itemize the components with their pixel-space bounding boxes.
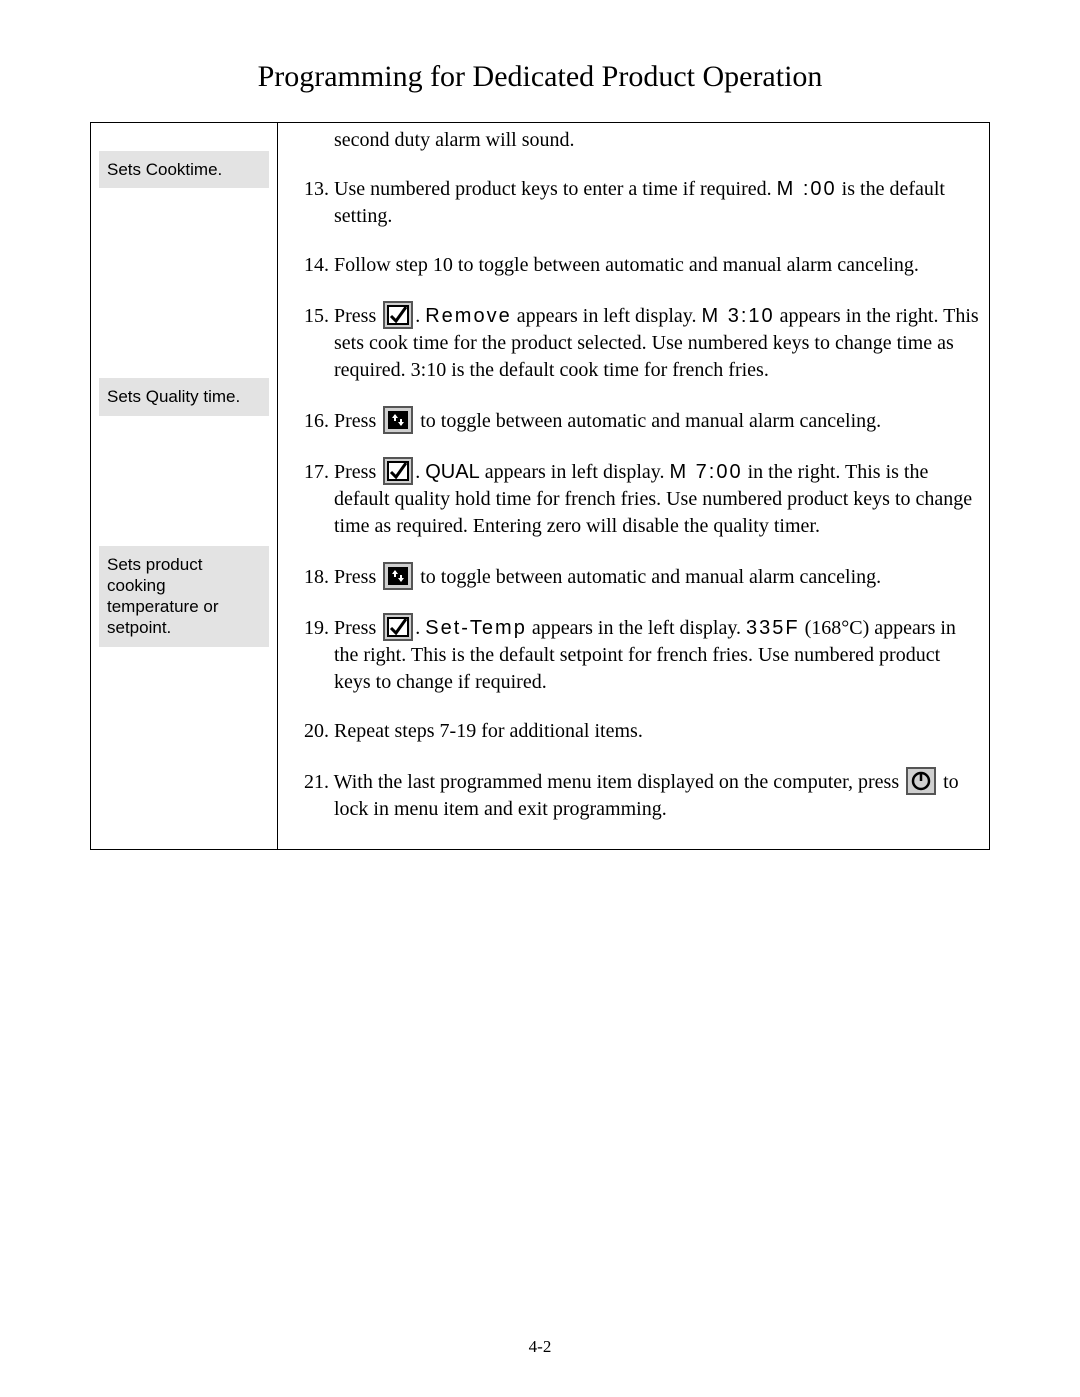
check-icon	[383, 301, 413, 329]
sidebar-note-cooktime: Sets Cooktime.	[99, 151, 269, 188]
kw-remove: Remove	[425, 305, 511, 327]
power-icon	[906, 767, 936, 795]
step-17: 17. Press . QUAL appears in left display…	[286, 457, 981, 540]
check-icon	[383, 613, 413, 641]
step-21: 21. With the last programmed menu item d…	[286, 767, 981, 823]
code-335f: 335F	[746, 617, 800, 639]
code-m00: M :00	[777, 178, 837, 200]
steps-column: second duty alarm will sound. 13. Use nu…	[278, 123, 990, 850]
step-20: 20. Repeat steps 7-19 for additional ite…	[286, 718, 981, 745]
sidebar-note-setpoint: Sets product cooking temperature or setp…	[99, 546, 269, 647]
document-page: Programming for Dedicated Product Operat…	[0, 0, 1080, 1397]
code-m310: M 3:10	[701, 305, 774, 327]
step-16: 16. Press to toggle between automatic an…	[286, 406, 981, 435]
page-title: Programming for Dedicated Product Operat…	[90, 60, 990, 94]
kw-settemp: Set-Temp	[425, 617, 527, 639]
step-18: 18. Press to toggle between automatic an…	[286, 562, 981, 591]
page-footer: 4-2	[0, 1337, 1080, 1357]
kw-qual: QUAL	[425, 461, 479, 483]
code-m700: M 7:00	[669, 461, 742, 483]
toggle-icon	[383, 406, 413, 434]
step-15: 15. Press . Remove appears in left displ…	[286, 301, 981, 384]
step-14: 14. Follow step 10 to toggle between aut…	[286, 252, 981, 279]
sidebar-note-quality: Sets Quality time.	[99, 378, 269, 415]
step-19: 19. Press . Set-Temp appears in the left…	[286, 613, 981, 696]
step-13: 13. Use numbered product keys to enter a…	[286, 176, 981, 230]
sidebar-column: Sets Cooktime. Sets Quality time. Sets p…	[91, 123, 278, 850]
toggle-icon	[383, 562, 413, 590]
check-icon	[383, 457, 413, 485]
content-table: Sets Cooktime. Sets Quality time. Sets p…	[90, 122, 990, 850]
steps-list: 13. Use numbered product keys to enter a…	[286, 176, 981, 823]
lead-line: second duty alarm will sound.	[286, 127, 981, 154]
